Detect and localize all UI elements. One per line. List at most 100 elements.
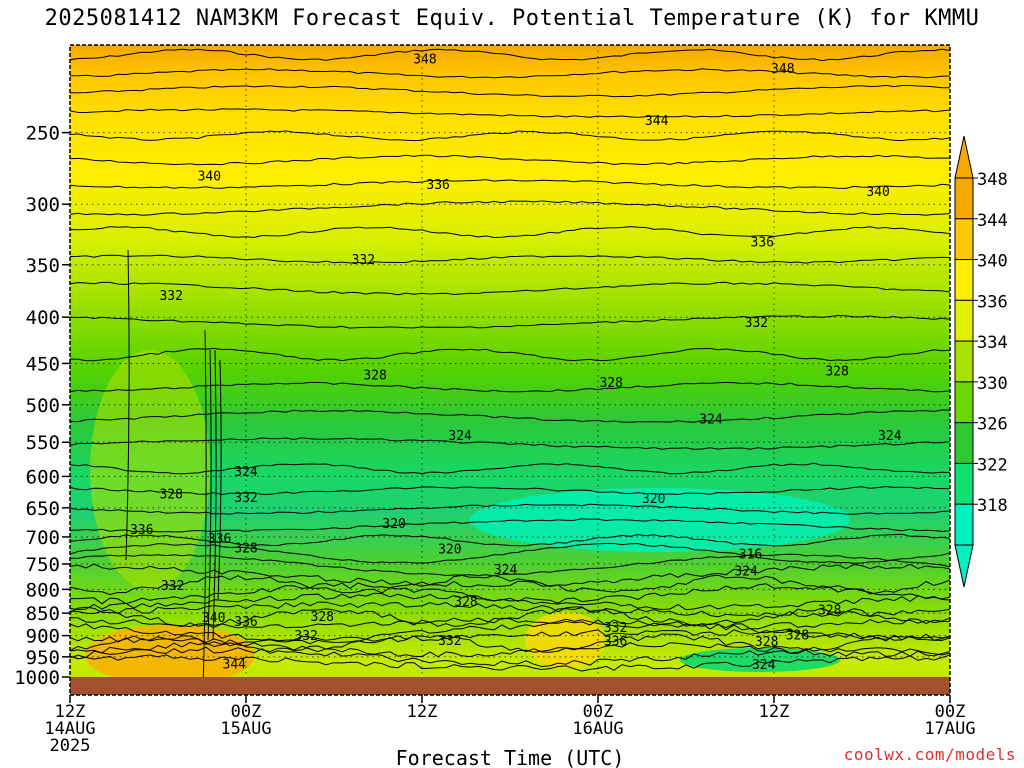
contour-label: 324 bbox=[234, 465, 258, 480]
contour-line bbox=[70, 437, 950, 450]
credit-watermark: coolwx.com/models bbox=[843, 745, 1016, 764]
x-tick-label: 12Z bbox=[407, 702, 438, 722]
contour-line bbox=[70, 84, 950, 98]
colorbar-top-arrow bbox=[954, 135, 974, 179]
colorbar-label: 318 bbox=[977, 496, 1008, 516]
colorbar-segment bbox=[954, 299, 974, 342]
contour-label: 332 bbox=[234, 491, 257, 506]
contour-line bbox=[70, 462, 950, 475]
y-tick-label: 650 bbox=[26, 498, 60, 520]
contour-spike bbox=[202, 329, 207, 691]
contour-line bbox=[70, 606, 950, 628]
colorbar-label: 322 bbox=[977, 455, 1008, 475]
y-tick-label: 950 bbox=[26, 647, 60, 669]
y-tick-label: 550 bbox=[26, 432, 60, 454]
contour-line bbox=[70, 617, 950, 630]
y-axis: 2503003504004505005506006507007508008509… bbox=[14, 123, 70, 689]
contour-line bbox=[70, 633, 950, 653]
contour-label: 324 bbox=[878, 429, 902, 444]
y-tick-label: 600 bbox=[26, 466, 60, 488]
contour-label: 328 bbox=[786, 628, 809, 643]
contour-label: 340 bbox=[202, 611, 225, 626]
contour-line bbox=[70, 485, 950, 496]
contour-label: 336 bbox=[751, 236, 774, 251]
x-tick-label: 12Z bbox=[759, 702, 790, 722]
contour-label: 324 bbox=[448, 429, 472, 444]
y-tick-label: 350 bbox=[26, 255, 60, 277]
contour-line bbox=[70, 518, 950, 533]
field-background bbox=[70, 45, 950, 695]
contour-line bbox=[70, 601, 950, 618]
contour-label: 328 bbox=[818, 603, 841, 618]
x-tick-label: 00Z bbox=[583, 702, 614, 722]
contour-label: 332 bbox=[352, 253, 375, 268]
contour-line bbox=[70, 179, 950, 189]
contour-line bbox=[70, 646, 950, 668]
contour-line bbox=[70, 200, 950, 216]
contour-line bbox=[70, 254, 950, 264]
colorbar-bottom-arrow bbox=[954, 544, 974, 588]
contour-line bbox=[70, 533, 950, 547]
y-tick-label: 850 bbox=[26, 603, 60, 625]
colorbar-segment bbox=[954, 218, 974, 261]
contour-label: 328 bbox=[454, 595, 477, 610]
contour-label: 328 bbox=[234, 541, 257, 556]
contour-label: 340 bbox=[198, 170, 221, 185]
contour-line bbox=[70, 48, 950, 62]
colorbar-label: 334 bbox=[977, 333, 1008, 353]
colorbar-segment bbox=[954, 503, 974, 546]
contour-spike bbox=[125, 249, 130, 561]
x-tick-label: 17AUG bbox=[924, 719, 975, 739]
contour-line bbox=[70, 619, 950, 642]
y-tick-label: 500 bbox=[26, 395, 60, 417]
contour-line bbox=[70, 592, 950, 611]
contour-label: 320 bbox=[438, 543, 461, 558]
contour-label: 328 bbox=[159, 488, 182, 503]
contour-label: 324 bbox=[699, 413, 723, 428]
y-tick-label: 250 bbox=[26, 123, 60, 145]
contour-label: 328 bbox=[599, 376, 622, 391]
colorbar-segment bbox=[954, 259, 974, 301]
contour-label: 336 bbox=[234, 615, 257, 630]
contour-label: 328 bbox=[755, 635, 778, 650]
contour-line bbox=[70, 381, 950, 393]
contour-line bbox=[70, 503, 950, 515]
contour-label: 332 bbox=[745, 316, 768, 331]
contour-label: 324 bbox=[752, 658, 776, 673]
contour-label: 328 bbox=[363, 369, 386, 384]
contour-label: 340 bbox=[866, 185, 889, 200]
contour-label: 324 bbox=[734, 564, 758, 579]
contour-label: 332 bbox=[604, 621, 627, 636]
contour-line bbox=[70, 542, 950, 564]
y-tick-label: 900 bbox=[26, 626, 60, 648]
contour-lines bbox=[70, 48, 950, 691]
field-blob-lowlevel-warm-right bbox=[525, 612, 605, 668]
colorbar-segment bbox=[954, 462, 974, 505]
contour-line bbox=[70, 281, 950, 296]
colorbar-label: 340 bbox=[977, 252, 1008, 272]
y-tick-label: 800 bbox=[26, 579, 60, 601]
x-tick-label: 14AUG bbox=[44, 719, 95, 739]
x-tick-label: 00Z bbox=[935, 702, 966, 722]
contour-label: 332 bbox=[161, 579, 184, 594]
contour-line bbox=[70, 314, 950, 329]
colorbar: 348 344 340 336 334 330 326 322 318 bbox=[954, 135, 1008, 588]
field-blob-midlevel-left bbox=[90, 350, 210, 590]
contour-label: 332 bbox=[438, 634, 461, 649]
colorbar-segment bbox=[954, 177, 974, 220]
contour-line bbox=[70, 226, 950, 239]
x-tick-label: 2025 bbox=[50, 736, 91, 756]
y-tick-label: 400 bbox=[26, 307, 60, 329]
colorbar-segment bbox=[954, 381, 974, 424]
x-tick-label: 12Z bbox=[55, 702, 86, 722]
contour-line bbox=[70, 68, 950, 79]
contour-label: 348 bbox=[771, 62, 794, 77]
contour-line bbox=[70, 108, 950, 118]
contour-label: 316 bbox=[739, 547, 762, 562]
chart-title: 2025081412 NAM3KM Forecast Equiv. Potent… bbox=[44, 6, 980, 31]
contour-label: 344 bbox=[645, 114, 669, 129]
field-blob-midlevel-moist bbox=[470, 488, 850, 552]
colorbar-label: 336 bbox=[977, 292, 1008, 312]
